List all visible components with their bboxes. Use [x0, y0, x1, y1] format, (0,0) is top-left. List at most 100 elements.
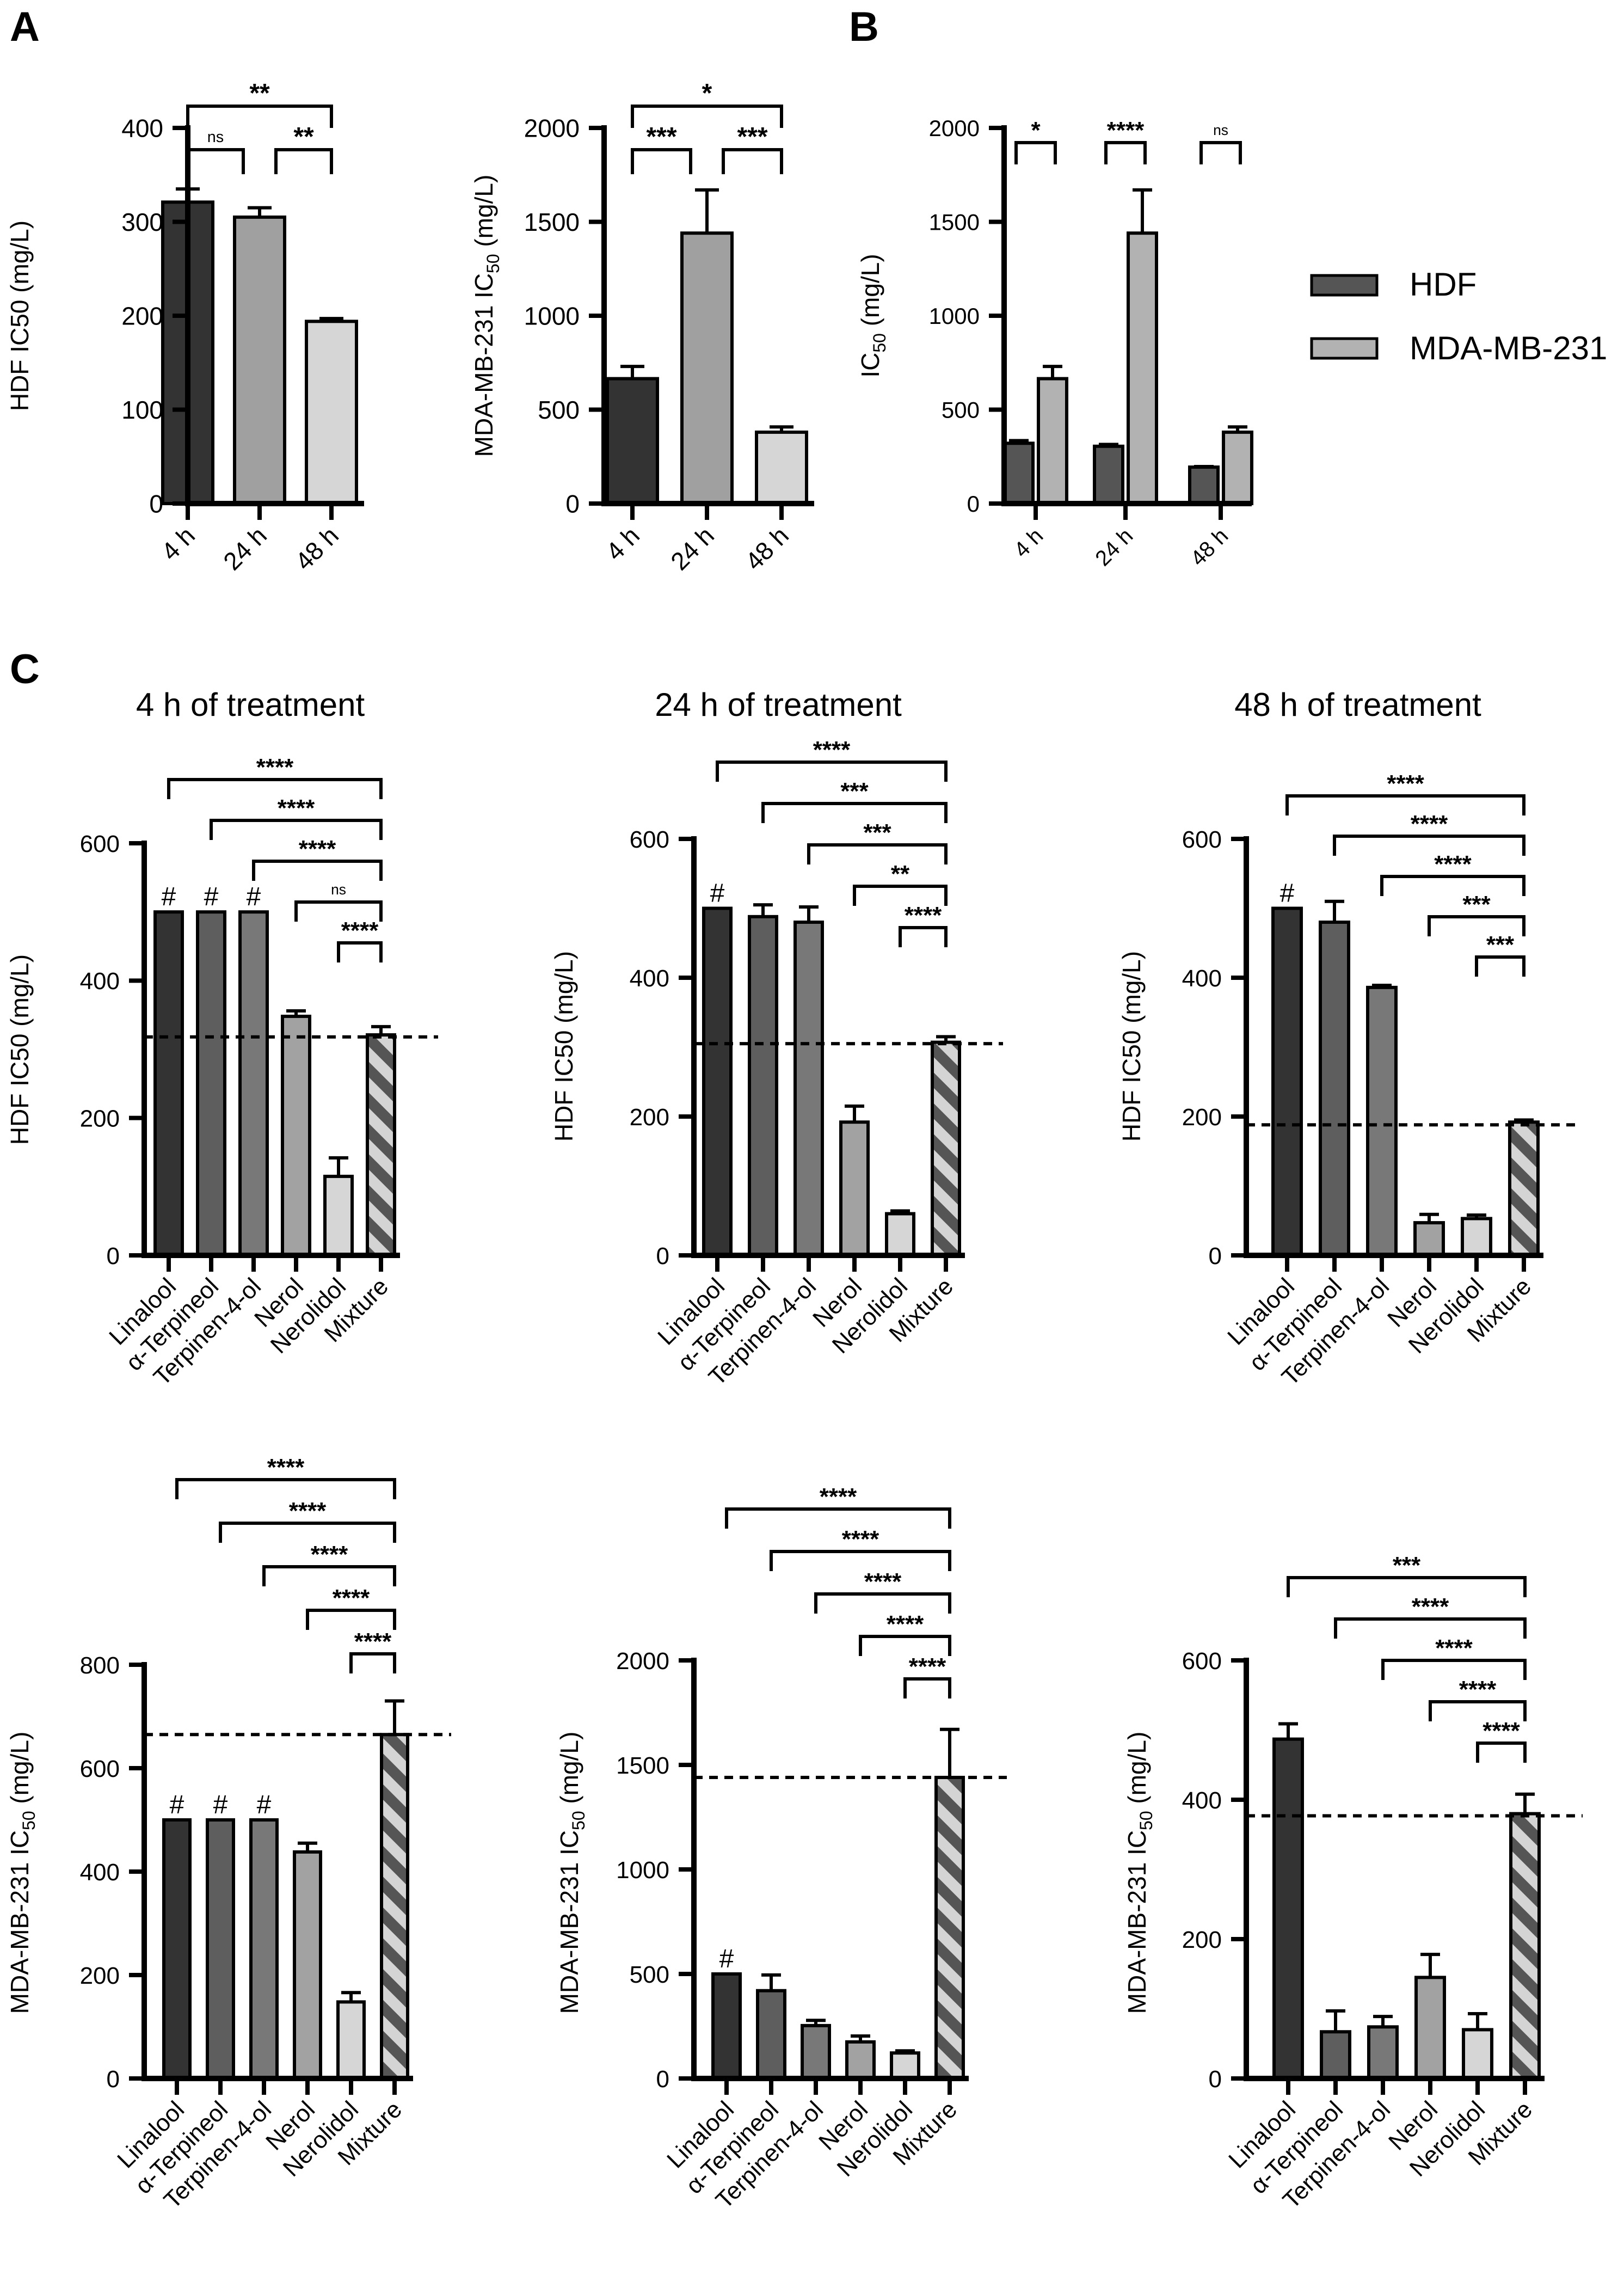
y-tick-label: 200 — [630, 1104, 669, 1131]
y-axis-label: MDA-MB-231 IC50 (mg/L) — [470, 175, 503, 457]
significance-label: **** — [256, 754, 294, 781]
bar-nerol — [293, 1850, 322, 2080]
panel-label-b: B — [849, 4, 879, 50]
significance-bracket — [899, 926, 948, 947]
y-axis-label: HDF IC50 (mg/L) — [1117, 951, 1146, 1142]
significance-label: **** — [354, 1628, 392, 1655]
y-tick-label: 500 — [942, 397, 980, 423]
significance-label: *** — [646, 122, 676, 151]
y-axis-label: MDA-MB-231 IC50 (mg/L) — [1123, 1732, 1156, 2014]
y-tick-label: 200 — [80, 1963, 120, 1989]
y-tick-label: 500 — [630, 1961, 669, 1988]
chart-a1: 4 h 24 h 48 h 0 100 200 300 400 HDF IC50 (mg/L) *… — [5, 79, 364, 575]
significance-bracket — [1333, 835, 1525, 856]
bar-terpinen-4-ol — [1367, 2025, 1399, 2081]
y-tick-label: 0 — [1209, 2066, 1222, 2093]
significance-bracket — [1475, 955, 1525, 977]
x-tick-label: 24 h — [1091, 524, 1137, 571]
chart-c6: Linaloolα-TerpineolTerpinen-4-olNerolNer… — [1123, 1552, 1583, 2214]
y-tick-label: 1500 — [616, 1752, 669, 1779]
significance-label: **** — [1434, 851, 1472, 878]
significance-bracket — [186, 148, 245, 174]
significance-bracket — [814, 1592, 951, 1614]
significance-label: **** — [1459, 1676, 1497, 1703]
significance-bracket — [1429, 1700, 1527, 1721]
bar-nerol — [839, 1120, 870, 1257]
y-tick-label: 600 — [80, 1756, 120, 1782]
bar-mda-mb-231-2 — [1222, 430, 1253, 506]
significance-bracket — [219, 1522, 396, 1543]
y-tick-label: 400 — [121, 114, 163, 143]
significance-bracket — [186, 105, 333, 128]
y-tick-label: 100 — [121, 396, 163, 424]
significance-label: *** — [1393, 1552, 1421, 1579]
bar-hdf-1 — [1093, 444, 1124, 506]
bar-mixture — [366, 1033, 396, 1257]
bar-terpinen-4-ol — [249, 1818, 279, 2080]
bar-hdf-0 — [1003, 441, 1035, 506]
bar-48h — [755, 430, 808, 506]
significance-bracket — [631, 105, 783, 128]
y-tick-label: 2000 — [616, 1648, 669, 1675]
significance-bracket — [1285, 794, 1525, 815]
y-tick-label: 600 — [1182, 1648, 1222, 1675]
bar-linalool — [1271, 906, 1303, 1257]
y-tick-label: 600 — [1182, 826, 1222, 853]
x-tick-label: 24 h — [218, 521, 272, 575]
y-tick-label: 2000 — [929, 115, 980, 141]
limit-flag: # — [719, 1945, 734, 1973]
bar-nerolidol — [323, 1174, 354, 1258]
significance-bracket — [770, 1550, 951, 1571]
significance-label: **** — [1387, 770, 1424, 797]
bar-4h — [606, 377, 659, 506]
bar-nerol — [845, 2040, 876, 2081]
chart-c5: #Linaloolα-TerpineolTerpinen-4-olNerolNe… — [555, 1483, 1007, 2214]
significance-label: **** — [887, 1611, 924, 1638]
bar-nerol — [1414, 1976, 1446, 2080]
significance-label: **** — [1411, 811, 1448, 837]
y-axis-label: HDF IC50 (mg/L) — [550, 951, 578, 1142]
y-tick-label: 0 — [107, 1243, 120, 1270]
significance-bracket — [1380, 875, 1525, 896]
significance-bracket — [631, 148, 692, 174]
significance-label: ** — [891, 861, 910, 887]
y-tick-label: 1000 — [929, 303, 980, 329]
significance-bracket — [167, 778, 383, 799]
y-tick-label: 0 — [656, 1243, 669, 1270]
bar--terpineol — [1319, 921, 1350, 1257]
significance-bracket — [210, 819, 383, 840]
bar-mixture — [1509, 1812, 1541, 2081]
legend-label-hdf: HDF — [1410, 266, 1477, 303]
significance-label: *** — [1462, 891, 1491, 918]
y-tick-label: 0 — [565, 490, 580, 518]
legend: HDF MDA-MB-231 — [1310, 266, 1607, 366]
significance-bracket — [1104, 141, 1147, 164]
y-tick-label: 0 — [1209, 1243, 1222, 1270]
y-tick-label: 400 — [1182, 965, 1222, 992]
significance-label: **** — [311, 1541, 348, 1568]
panel-label-a: A — [10, 4, 40, 50]
chart-title: 48 h of treatment — [1234, 686, 1481, 723]
bar-24h — [680, 231, 734, 505]
bar-linalool — [162, 1818, 192, 2080]
chart-b: 4 h * 24 h **** 48 h ns 0 500 1000 1500 2000 IC50 (… — [856, 115, 1253, 571]
legend-swatch-mda — [1310, 337, 1379, 360]
significance-bracket — [1428, 915, 1525, 936]
bar-nerol — [281, 1014, 311, 1257]
significance-label: **** — [1482, 1718, 1520, 1744]
significance-label: **** — [813, 737, 851, 763]
limit-flag: # — [213, 1790, 228, 1819]
limit-flag: # — [1280, 879, 1295, 908]
significance-bracket — [761, 802, 948, 823]
significance-label: **** — [842, 1526, 879, 1553]
bar-nerolidol — [885, 1212, 915, 1257]
significance-bracket — [725, 1507, 951, 1529]
y-tick-label: 500 — [538, 396, 580, 424]
significance-bracket — [274, 148, 333, 174]
y-tick-label: 0 — [967, 491, 980, 517]
y-tick-label: 200 — [121, 302, 163, 330]
significance-label: **** — [299, 836, 336, 862]
x-tick-label: 48 h — [1186, 524, 1233, 571]
significance-bracket — [262, 1565, 396, 1586]
bar-mixture — [934, 1776, 965, 2081]
